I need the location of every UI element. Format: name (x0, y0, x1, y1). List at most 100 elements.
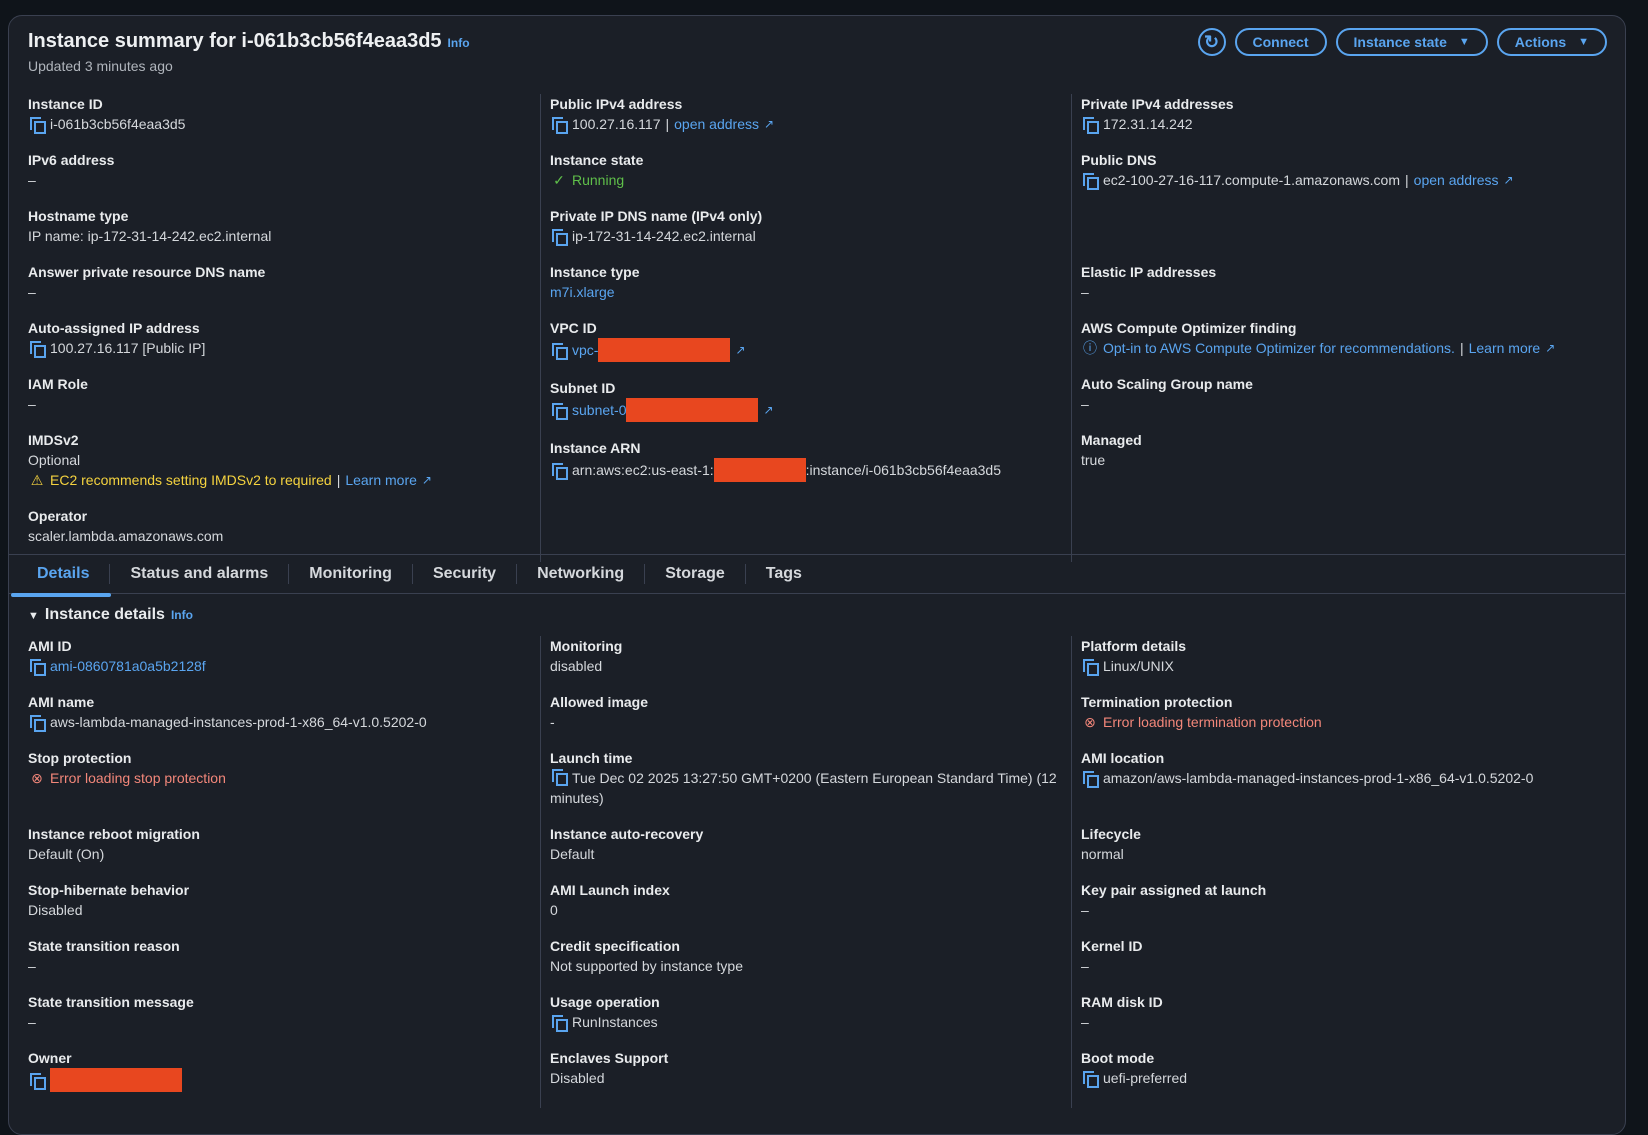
field-label: Instance type (550, 264, 640, 280)
summary-column: Instance ID i-061b3cb56f4eaa3d5 IPv6 addre… (9, 94, 540, 562)
field-subnet-id: Subnet ID subnet-0 ↗ (550, 378, 1071, 438)
info-link[interactable]: Info (170, 608, 193, 622)
connect-label: Connect (1252, 34, 1309, 50)
actions-dropdown[interactable]: Actions ▼ (1496, 28, 1607, 56)
external-link-icon[interactable]: ↗ (421, 473, 432, 487)
external-link-icon[interactable]: ↗ (1545, 341, 1556, 355)
field-private-ip-dns-name-ipv4-only: Private IP DNS name (IPv4 only) ip-172-31… (550, 206, 1071, 262)
link[interactable]: subnet-0 (572, 402, 627, 418)
field-key-pair-assigned-at-launch: Key pair assigned at launch – (1071, 880, 1599, 936)
field-iam-role: IAM Role – (28, 374, 540, 430)
copy-icon[interactable] (30, 1073, 46, 1090)
link[interactable]: Opt-in to AWS Compute Optimizer for reco… (1103, 340, 1455, 356)
value-text: Default (550, 846, 595, 862)
value-text: 100.27.16.117 (572, 116, 661, 132)
value-text: – (28, 284, 36, 300)
value-text: – (1081, 396, 1089, 412)
link[interactable]: ami-0860781a0a5b2128f (50, 658, 206, 674)
field-value: vpc- ↗ (550, 338, 1071, 362)
info-link[interactable]: Info (447, 36, 470, 50)
copy-icon[interactable] (552, 769, 568, 786)
page-title: Instance summary for i-061b3cb56f4eaa3d5… (28, 30, 470, 53)
section-title: Instance details (44, 606, 165, 623)
copy-icon[interactable] (552, 229, 568, 246)
tab-status-and-alarms[interactable]: Status and alarms (110, 564, 290, 584)
copy-icon[interactable] (30, 117, 46, 134)
field-label: Instance reboot migration (28, 826, 200, 842)
value-text: i-061b3cb56f4eaa3d5 (50, 116, 186, 132)
link[interactable]: Learn more (345, 472, 417, 488)
link[interactable]: open address (674, 116, 759, 132)
caret-down-icon: ▼ (1458, 36, 1470, 48)
copy-icon[interactable] (30, 341, 46, 358)
field-value: ⊗ Error loading termination protection (1081, 712, 1599, 732)
redacted-block (626, 398, 759, 422)
field-value: uefi-preferred (1081, 1068, 1599, 1088)
external-link-icon[interactable]: ↗ (735, 343, 746, 357)
copy-icon[interactable] (552, 463, 568, 480)
copy-icon[interactable] (1083, 659, 1099, 676)
field-label: IPv6 address (28, 152, 115, 168)
connect-button[interactable]: Connect (1234, 28, 1327, 56)
instance-details-header[interactable]: ▼ Instance details Info (28, 606, 193, 624)
field-label: IMDSv2 (28, 432, 79, 448)
value-text: – (28, 172, 36, 188)
value-text: :instance/i-061b3cb56f4eaa3d5 (805, 462, 1002, 478)
field-value (28, 1068, 540, 1092)
field-label: Lifecycle (1081, 826, 1141, 842)
field-enclaves-support: Enclaves Support Disabled (540, 1048, 1071, 1108)
tab-security[interactable]: Security (413, 564, 518, 584)
field-label: State transition reason (28, 938, 180, 954)
field-value: amazon/aws-lambda-managed-instances-prod… (1081, 768, 1599, 788)
instance-state-dropdown[interactable]: Instance state ▼ (1335, 28, 1488, 56)
refresh-button[interactable]: ↻ (1197, 28, 1226, 56)
link[interactable]: m7i.xlarge (550, 284, 615, 300)
actions-label: Actions (1514, 34, 1567, 50)
field-ami-launch-index: AMI Launch index 0 (540, 880, 1071, 936)
field-value: RunInstances (550, 1012, 1071, 1032)
field-value: 100.27.16.117 | open address ↗ (550, 114, 1071, 134)
value-text: ec2-100-27-16-117.compute-1.amazonaws.co… (1103, 172, 1401, 188)
external-link-icon[interactable]: ↗ (763, 403, 774, 417)
field-instance-reboot-migration: Instance reboot migration Default (On) (9, 824, 540, 880)
field-value: – (28, 956, 540, 976)
tab-monitoring[interactable]: Monitoring (289, 564, 413, 584)
value-text: ip-172-31-14-242.ec2.internal (572, 228, 756, 244)
external-link-icon[interactable]: ↗ (763, 117, 775, 131)
field-label: Public DNS (1081, 152, 1157, 168)
field-label: IAM Role (28, 376, 88, 392)
copy-icon[interactable] (1083, 173, 1099, 190)
field-ami-id: AMI ID ami-0860781a0a5b2128f (9, 636, 540, 692)
field-label: AWS Compute Optimizer finding (1081, 320, 1297, 336)
tab-networking[interactable]: Networking (517, 564, 646, 584)
field-instance-id: Instance ID i-061b3cb56f4eaa3d5 (28, 94, 540, 150)
value-text: 0 (550, 902, 558, 918)
value-text: – (1081, 1014, 1089, 1030)
field-label: Usage operation (550, 994, 660, 1010)
copy-icon[interactable] (552, 117, 568, 134)
tab-tags[interactable]: Tags (765, 565, 802, 582)
field-value: Not supported by instance type (550, 956, 1071, 976)
field-allowed-image: Allowed image - (540, 692, 1071, 748)
field-blank (1081, 206, 1599, 262)
external-link-icon[interactable]: ↗ (1503, 173, 1514, 187)
copy-icon[interactable] (552, 343, 568, 360)
link[interactable]: open address (1413, 172, 1499, 188)
field-value: – (1081, 900, 1599, 920)
tab-storage[interactable]: Storage (645, 564, 746, 584)
copy-icon[interactable] (552, 1015, 568, 1032)
copy-icon[interactable] (1083, 1071, 1099, 1088)
link[interactable]: Learn more (1468, 340, 1541, 356)
field-instance-state: Instance state ✓ Running (550, 150, 1071, 206)
copy-icon[interactable] (30, 715, 46, 732)
tab-details[interactable]: Details (10, 564, 112, 597)
field-label: Stop protection (28, 750, 132, 766)
check-circle-icon: ✓ (553, 172, 565, 188)
copy-icon[interactable] (30, 659, 46, 676)
field-stop-hibernate-behavior: Stop-hibernate behavior Disabled (9, 880, 540, 936)
field-monitoring: Monitoring disabled (540, 636, 1071, 692)
copy-icon[interactable] (1083, 117, 1099, 134)
copy-icon[interactable] (1083, 771, 1099, 788)
link[interactable]: vpc- (572, 342, 599, 358)
copy-icon[interactable] (552, 403, 568, 420)
